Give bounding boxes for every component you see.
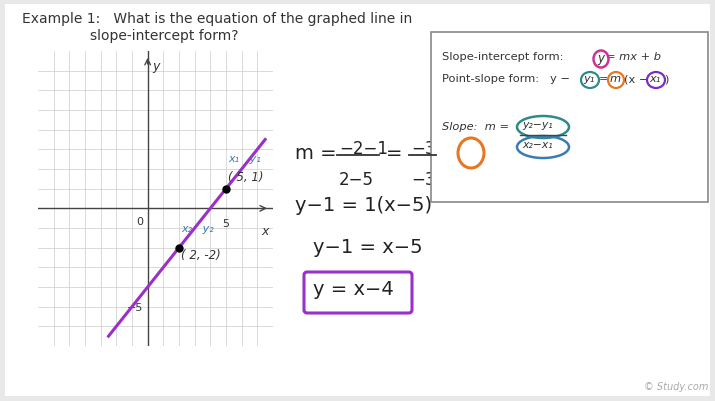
Text: Slope:  m =: Slope: m = [442,122,513,132]
Text: 2−5: 2−5 [339,170,374,188]
Text: ( 2, -2): ( 2, -2) [182,249,221,262]
Text: x₁: x₁ [649,74,660,84]
Text: x₂   y₂: x₂ y₂ [182,223,214,233]
Text: y₁: y₁ [583,74,594,84]
Text: Example 1:   What is the equation of the graphed line in: Example 1: What is the equation of the g… [22,12,413,26]
Text: =: = [441,144,458,162]
Text: 1: 1 [467,144,479,162]
Text: y−1 = 1(x−5): y−1 = 1(x−5) [295,196,432,215]
Text: y: y [597,52,604,65]
Text: ): ) [664,74,669,84]
Text: (x −: (x − [624,74,649,84]
Text: −5: −5 [127,302,143,312]
Text: =: = [386,144,403,162]
Text: =: = [599,74,608,84]
Text: y₂−y₁: y₂−y₁ [522,120,553,130]
FancyBboxPatch shape [5,5,710,396]
Text: x: x [262,225,269,237]
Text: slope-intercept form?: slope-intercept form? [90,29,239,43]
Text: x₁   y₁: x₁ y₁ [228,154,261,164]
Text: −3: −3 [411,170,435,188]
Text: 0: 0 [136,217,143,227]
Text: Slope-intercept form:: Slope-intercept form: [442,52,571,62]
FancyBboxPatch shape [431,33,708,203]
Text: y = x−4: y = x−4 [313,279,394,298]
Text: © Study.com: © Study.com [644,381,708,391]
Text: Point-slope form:   y −: Point-slope form: y − [442,74,570,84]
Text: 5: 5 [222,219,230,229]
Text: −2−1: −2−1 [339,140,388,158]
Text: −3: −3 [411,140,435,158]
Text: ( 5, 1): ( 5, 1) [228,170,264,183]
Text: y−1 = x−5: y−1 = x−5 [313,237,423,256]
Text: = mx + b: = mx + b [606,52,661,62]
Text: y: y [152,60,159,73]
Text: m: m [610,74,621,84]
Text: x₂−x₁: x₂−x₁ [522,140,553,150]
Text: m =: m = [295,144,337,162]
